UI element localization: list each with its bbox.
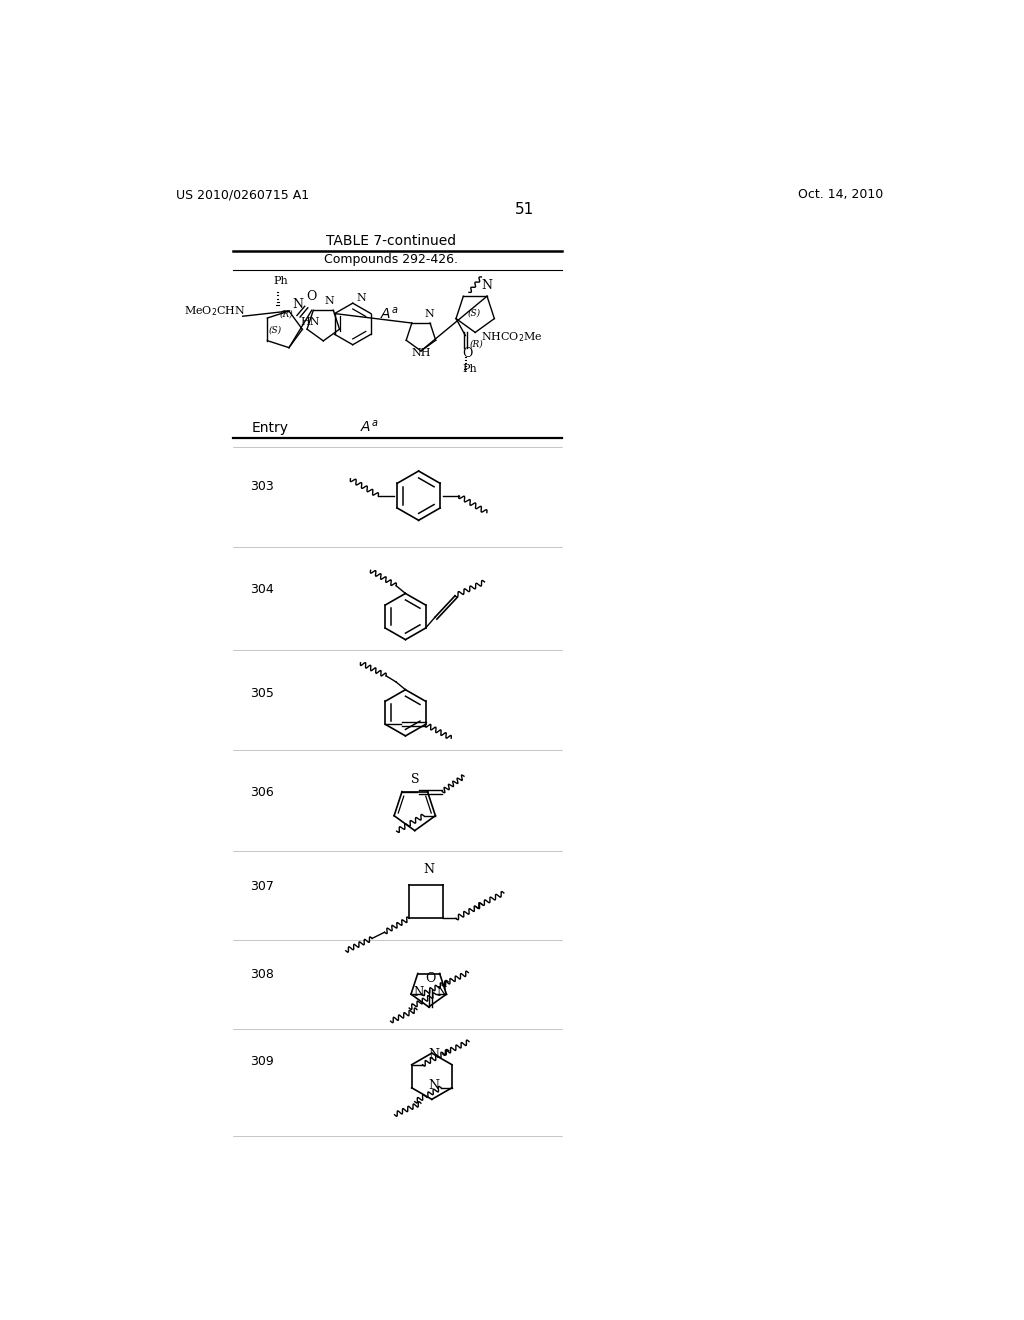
Text: N: N — [429, 1078, 439, 1092]
Text: N: N — [414, 986, 424, 999]
Text: N: N — [424, 309, 434, 319]
Text: TABLE 7-continued: TABLE 7-continued — [327, 234, 457, 248]
Text: N: N — [481, 280, 493, 292]
Text: 303: 303 — [251, 479, 274, 492]
Text: $A^a$: $A^a$ — [380, 305, 398, 322]
Text: NHCO$_2$Me: NHCO$_2$Me — [481, 330, 543, 345]
Text: N: N — [292, 298, 303, 310]
Text: 308: 308 — [251, 969, 274, 982]
Text: O: O — [426, 973, 436, 985]
Text: (R): (R) — [470, 339, 483, 348]
Text: N: N — [423, 863, 434, 876]
Text: 51: 51 — [515, 202, 535, 216]
Text: HN: HN — [300, 318, 319, 327]
Text: 307: 307 — [251, 880, 274, 892]
Text: $A^a$: $A^a$ — [360, 418, 379, 434]
Text: US 2010/0260715 A1: US 2010/0260715 A1 — [176, 189, 309, 202]
Text: 309: 309 — [251, 1056, 274, 1068]
Text: Ph: Ph — [273, 276, 289, 286]
Text: 304: 304 — [251, 583, 274, 597]
Text: (R): (R) — [280, 310, 293, 319]
Text: Oct. 14, 2010: Oct. 14, 2010 — [799, 189, 884, 202]
Text: NH: NH — [412, 347, 431, 358]
Text: (S): (S) — [269, 326, 283, 334]
Text: N: N — [325, 296, 335, 306]
Text: 306: 306 — [251, 785, 274, 799]
Text: N: N — [356, 293, 367, 302]
Text: Ph: Ph — [462, 364, 477, 375]
Text: Entry: Entry — [252, 421, 289, 434]
Text: O: O — [462, 347, 473, 360]
Text: N: N — [436, 986, 446, 999]
Text: S: S — [411, 774, 420, 785]
Text: Compounds 292-426.: Compounds 292-426. — [325, 253, 459, 267]
Text: O: O — [306, 290, 316, 304]
Text: 305: 305 — [251, 688, 274, 701]
Text: N: N — [429, 1048, 439, 1061]
Text: MeO$_2$CHN: MeO$_2$CHN — [183, 304, 246, 318]
Text: (S): (S) — [467, 309, 480, 318]
